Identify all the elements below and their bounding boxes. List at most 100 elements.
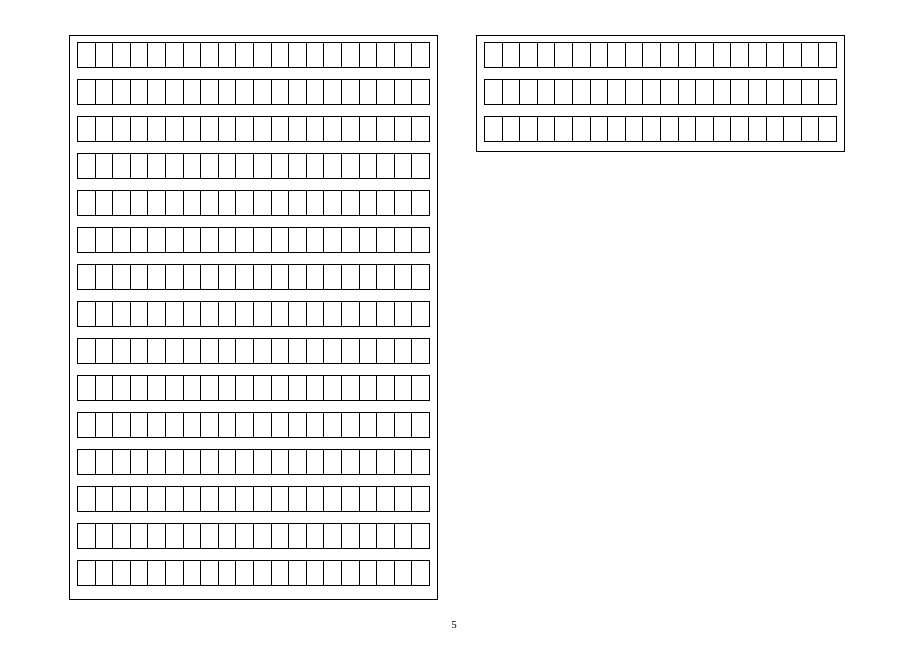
writing-cell bbox=[235, 191, 253, 215]
writing-cell bbox=[218, 487, 236, 511]
writing-row bbox=[77, 264, 430, 290]
writing-cell bbox=[306, 80, 324, 104]
writing-cell bbox=[306, 191, 324, 215]
writing-cell bbox=[678, 43, 696, 67]
writing-cell bbox=[95, 302, 113, 326]
writing-cell bbox=[376, 117, 394, 141]
writing-cell bbox=[183, 43, 201, 67]
row-gap bbox=[77, 216, 430, 227]
writing-cell bbox=[218, 450, 236, 474]
writing-cell bbox=[183, 154, 201, 178]
writing-cell bbox=[341, 154, 359, 178]
row-gap bbox=[77, 290, 430, 301]
writing-cell bbox=[411, 43, 429, 67]
writing-cell bbox=[306, 339, 324, 363]
writing-cell bbox=[341, 524, 359, 548]
writing-cell bbox=[411, 265, 429, 289]
writing-cell bbox=[147, 413, 165, 437]
writing-row-cells bbox=[484, 79, 837, 105]
writing-cell bbox=[359, 228, 377, 252]
writing-cell bbox=[165, 450, 183, 474]
row-gap bbox=[77, 438, 430, 449]
writing-cell bbox=[411, 154, 429, 178]
writing-cell bbox=[165, 561, 183, 585]
writing-row-cells bbox=[77, 153, 430, 179]
writing-cell bbox=[271, 302, 289, 326]
row-gap bbox=[77, 475, 430, 486]
writing-cell bbox=[642, 80, 660, 104]
writing-cell bbox=[730, 117, 748, 141]
writing-cell bbox=[642, 43, 660, 67]
writing-cell bbox=[165, 154, 183, 178]
writing-cell bbox=[95, 413, 113, 437]
writing-cell bbox=[147, 191, 165, 215]
writing-cell bbox=[165, 228, 183, 252]
writing-cell bbox=[183, 376, 201, 400]
writing-cell bbox=[271, 339, 289, 363]
writing-cell bbox=[306, 450, 324, 474]
writing-cell bbox=[306, 228, 324, 252]
writing-row-cells bbox=[77, 264, 430, 290]
writing-cell bbox=[359, 117, 377, 141]
writing-cell bbox=[165, 80, 183, 104]
writing-cell bbox=[376, 228, 394, 252]
writing-cell bbox=[394, 413, 412, 437]
writing-cell bbox=[165, 487, 183, 511]
writing-cell bbox=[394, 376, 412, 400]
writing-cell bbox=[130, 376, 148, 400]
writing-cell bbox=[341, 228, 359, 252]
writing-cell bbox=[271, 376, 289, 400]
writing-cell bbox=[376, 154, 394, 178]
writing-cell bbox=[519, 80, 537, 104]
writing-cell bbox=[411, 524, 429, 548]
writing-cell bbox=[288, 43, 306, 67]
writing-cell bbox=[183, 450, 201, 474]
writing-cell bbox=[323, 524, 341, 548]
writing-cell bbox=[730, 43, 748, 67]
writing-cell bbox=[748, 43, 766, 67]
writing-cell bbox=[306, 413, 324, 437]
writing-cell bbox=[695, 80, 713, 104]
writing-cell bbox=[112, 265, 130, 289]
writing-row bbox=[77, 116, 430, 142]
writing-cell bbox=[359, 80, 377, 104]
writing-cell bbox=[323, 413, 341, 437]
writing-cell bbox=[95, 376, 113, 400]
writing-cell bbox=[78, 339, 95, 363]
writing-cell bbox=[394, 450, 412, 474]
writing-cell bbox=[288, 487, 306, 511]
writing-grid-left bbox=[69, 35, 438, 600]
writing-cell bbox=[112, 117, 130, 141]
writing-cell bbox=[218, 80, 236, 104]
writing-cell bbox=[818, 43, 836, 67]
writing-cell bbox=[572, 43, 590, 67]
writing-cell bbox=[341, 561, 359, 585]
writing-cell bbox=[376, 413, 394, 437]
writing-cell bbox=[218, 302, 236, 326]
writing-cell bbox=[78, 450, 95, 474]
writing-cell bbox=[485, 80, 502, 104]
writing-cell bbox=[183, 80, 201, 104]
writing-cell bbox=[165, 376, 183, 400]
writing-cell bbox=[130, 450, 148, 474]
writing-cell bbox=[359, 154, 377, 178]
writing-cell bbox=[130, 191, 148, 215]
writing-cell bbox=[306, 117, 324, 141]
writing-row-cells bbox=[77, 190, 430, 216]
writing-cell bbox=[130, 265, 148, 289]
writing-cell bbox=[112, 413, 130, 437]
writing-cell bbox=[607, 117, 625, 141]
writing-cell bbox=[306, 561, 324, 585]
writing-cell bbox=[78, 302, 95, 326]
writing-cell bbox=[359, 561, 377, 585]
writing-cell bbox=[147, 80, 165, 104]
writing-cell bbox=[288, 191, 306, 215]
writing-row bbox=[77, 153, 430, 179]
writing-cell bbox=[359, 487, 377, 511]
writing-cell bbox=[218, 43, 236, 67]
writing-cell bbox=[411, 339, 429, 363]
grid-body bbox=[477, 36, 844, 151]
writing-row-cells bbox=[77, 412, 430, 438]
writing-cell bbox=[95, 265, 113, 289]
writing-row bbox=[484, 42, 837, 68]
